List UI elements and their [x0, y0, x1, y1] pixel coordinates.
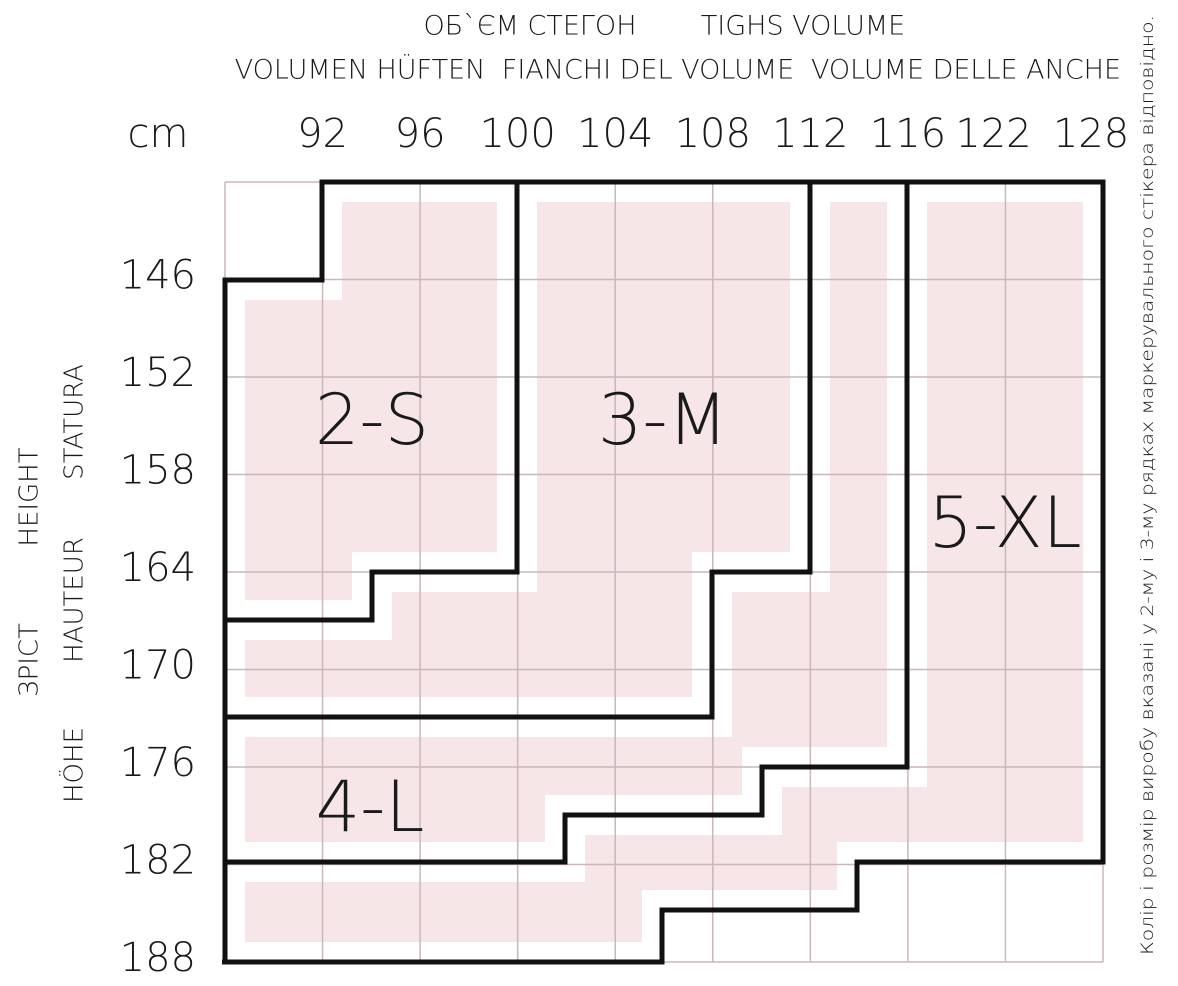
fill-5xl [245, 202, 1083, 942]
size-outlines [222, 179, 1106, 965]
height-fr: HAUTEUR [60, 537, 90, 663]
row-label: 188 [120, 935, 196, 981]
header-de: VOLUMEN HÜFTEN [235, 54, 486, 86]
size-label: 4-L [316, 766, 425, 848]
outline-2s-3m [225, 182, 520, 623]
height-de: HÖHE [58, 727, 90, 803]
row-label: 146 [120, 253, 196, 299]
height-en: HEIGHT [15, 447, 45, 546]
column-label: 122 [955, 111, 1031, 157]
row-label: 176 [120, 740, 196, 786]
unit: cm [128, 111, 189, 157]
row-label: 164 [120, 545, 196, 591]
height-uk: ЗРІСТ [15, 623, 45, 697]
size-label: 5-XL [928, 482, 1081, 564]
note: Колір і розмір виробу вказані у 2-му і 3… [1138, 15, 1158, 955]
column-label: 116 [870, 111, 946, 157]
outline-3m-4l [225, 182, 813, 720]
header-uk: ОБ`ЄМ СТЕГОН [423, 11, 636, 42]
column-label: 92 [297, 111, 348, 157]
column-label: 104 [577, 111, 653, 157]
header-it2: VOLUME DELLE ANCHE [811, 55, 1121, 86]
column-label: 100 [479, 111, 555, 157]
fill-3m [245, 202, 790, 697]
height-it: STATURA [60, 364, 90, 480]
column-label: 112 [772, 111, 848, 157]
outline-2s [222, 179, 1106, 965]
fill-4l [245, 202, 887, 842]
column-label: 96 [395, 111, 446, 157]
header-en: TIGHS VOLUME [701, 11, 905, 42]
fill-2s [245, 202, 497, 600]
outline-4l-5xl [225, 182, 910, 865]
header-it: FIANCHI DEL VOLUME [502, 55, 794, 86]
size-label: 2-S [315, 379, 429, 461]
size-fills [245, 202, 1083, 942]
row-label: 158 [120, 448, 196, 494]
column-label: 128 [1053, 111, 1129, 157]
column-label: 108 [675, 111, 751, 157]
size-label: 3-M [598, 379, 728, 461]
row-label: 182 [120, 838, 196, 884]
row-label: 170 [120, 643, 196, 689]
row-label: 152 [120, 350, 196, 396]
